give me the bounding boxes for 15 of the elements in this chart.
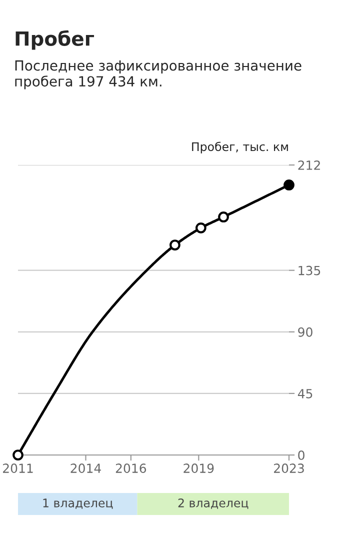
chart-subtitle: Последнее зафиксированное значение пробега 197 434 км.	[15, 60, 302, 90]
chart-title: Пробег	[16, 30, 94, 50]
series-label: 1 владелец	[43, 498, 113, 509]
y-tick-label: 135	[298, 266, 320, 276]
y-tick-label: 0	[298, 450, 304, 460]
x-tick-label: 2019	[184, 464, 214, 474]
x-tick-label: 2011	[3, 464, 33, 474]
x-tick-label: 2014	[70, 464, 101, 474]
series-label: 2 владелец	[178, 498, 248, 509]
x-tick-label: 2023	[274, 464, 304, 474]
y-tick-label: 45	[298, 389, 312, 398]
x-tick-label: 2016	[116, 464, 146, 474]
y-axis-title: Пробег, тыс. км	[192, 142, 288, 154]
y-tick-label: 90	[298, 327, 312, 337]
y-tick-label: 212	[298, 160, 320, 170]
